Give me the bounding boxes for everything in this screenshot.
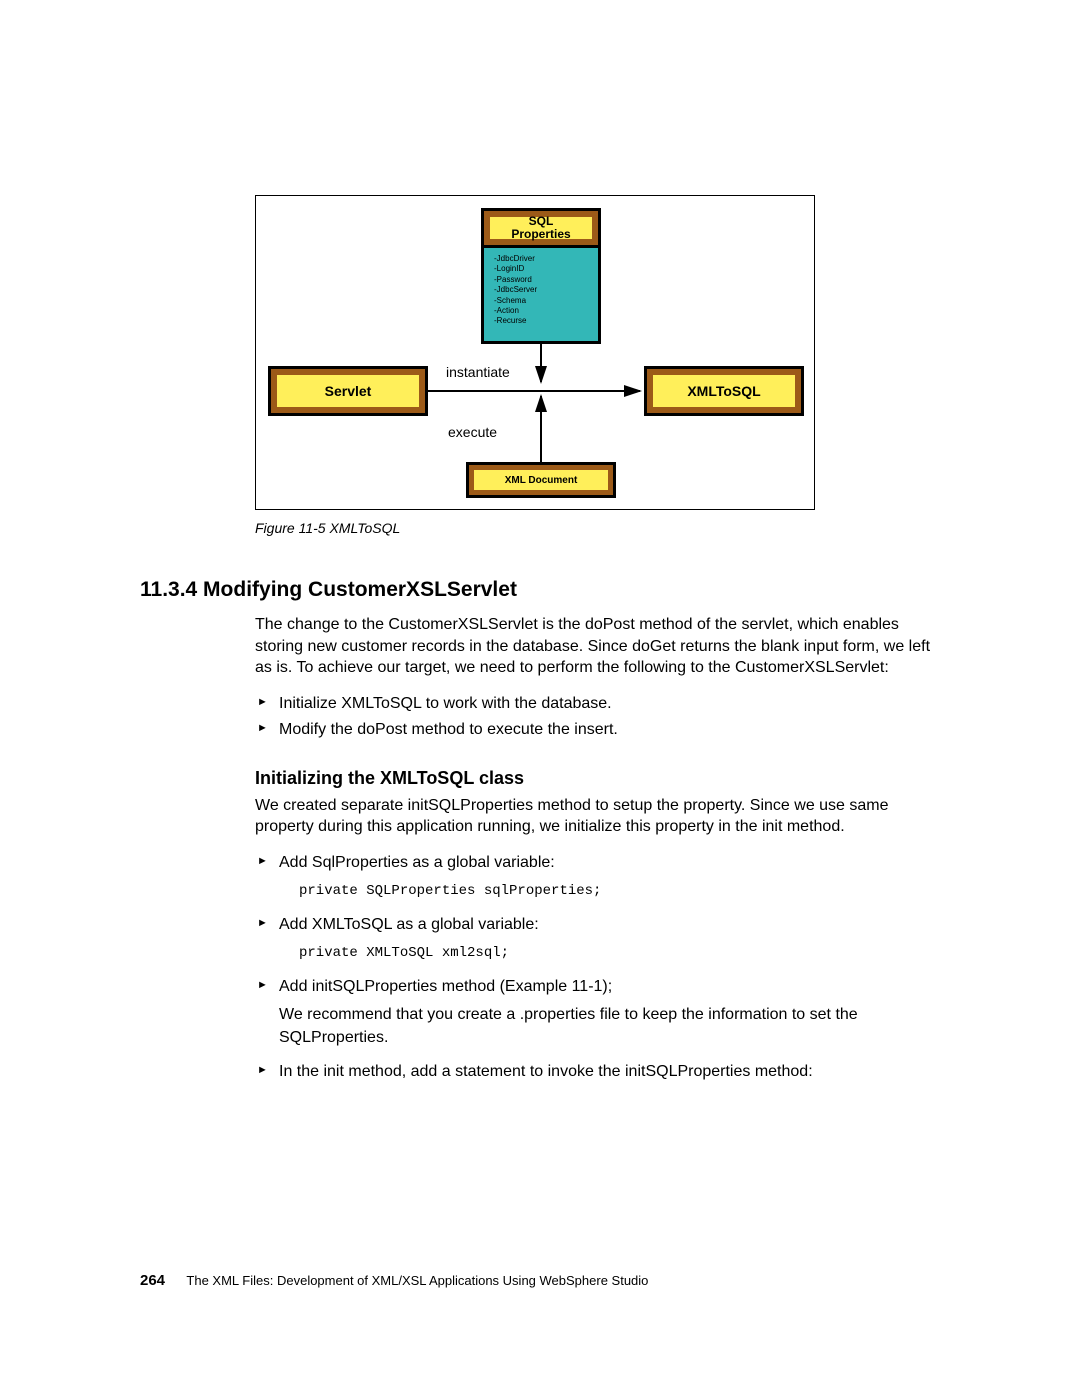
- content-area: SQL Properties -JdbcDriver -LoginID -Pas…: [140, 195, 940, 1097]
- list2-item-4: In the init method, add a statement to i…: [279, 1061, 940, 1083]
- xmltosql-box: XMLToSQL: [644, 366, 804, 416]
- list2-item-1-text: Add SqlProperties as a global variable:: [279, 854, 555, 871]
- section-heading: 11.3.4 Modifying CustomerXSLServlet: [140, 578, 940, 602]
- bullet-list-1: Initialize XMLToSQL to work with the dat…: [255, 693, 940, 742]
- sql-prop-6: -Recurse: [494, 316, 588, 326]
- list1-item-0: Initialize XMLToSQL to work with the dat…: [279, 693, 940, 715]
- bullet-list-2: Add SqlProperties as a global variable: …: [255, 852, 940, 1084]
- figure-caption: Figure 11-5 XMLToSQL: [255, 520, 940, 536]
- sql-line2: Properties: [511, 228, 570, 241]
- body-text: The change to the CustomerXSLServlet is …: [255, 614, 940, 742]
- servlet-box: Servlet: [268, 366, 428, 416]
- list2-item-4-text: In the init method, add a statement to i…: [279, 1063, 813, 1080]
- page-number: 264: [140, 1272, 165, 1289]
- servlet-label: Servlet: [277, 375, 419, 407]
- book-title: The XML Files: Development of XML/XSL Ap…: [186, 1273, 648, 1288]
- label-instantiate: instantiate: [446, 364, 510, 380]
- list2-item-2: Add XMLToSQL as a global variable: priva…: [279, 914, 940, 964]
- list2-item-3: Add initSQLProperties method (Example 11…: [279, 976, 940, 1049]
- list2-item-2-text: Add XMLToSQL as a global variable:: [279, 916, 539, 933]
- sql-prop-1: -LoginID: [494, 264, 588, 274]
- list2-item-3-note: We recommend that you create a .properti…: [279, 1004, 940, 1049]
- sql-prop-4: -Schema: [494, 296, 588, 306]
- sql-properties-box: SQL Properties: [481, 208, 601, 248]
- xml-document-label: XML Document: [474, 470, 608, 490]
- sql-properties-list: -JdbcDriver -LoginID -Password -JdbcServ…: [481, 248, 601, 344]
- sql-prop-5: -Action: [494, 306, 588, 316]
- body-text-2: We created separate initSQLProperties me…: [255, 795, 940, 1084]
- list1-item-1: Modify the doPost method to execute the …: [279, 719, 940, 741]
- sql-prop-3: -JdbcServer: [494, 285, 588, 295]
- code-1: private SQLProperties sqlProperties;: [299, 882, 940, 902]
- sql-prop-0: -JdbcDriver: [494, 254, 588, 264]
- sql-properties-label: SQL Properties: [490, 217, 592, 239]
- label-execute: execute: [448, 424, 497, 440]
- paragraph-1: The change to the CustomerXSLServlet is …: [255, 614, 940, 679]
- figure-diagram: SQL Properties -JdbcDriver -LoginID -Pas…: [255, 195, 815, 510]
- list2-item-3-text: Add initSQLProperties method (Example 11…: [279, 978, 612, 995]
- sql-prop-2: -Password: [494, 275, 588, 285]
- subheading: Initializing the XMLToSQL class: [255, 768, 940, 789]
- xml-document-box: XML Document: [466, 462, 616, 498]
- xmltosql-label: XMLToSQL: [653, 375, 795, 407]
- page-footer: 264 The XML Files: Development of XML/XS…: [140, 1272, 648, 1289]
- code-2: private XMLToSQL xml2sql;: [299, 944, 940, 964]
- page: SQL Properties -JdbcDriver -LoginID -Pas…: [0, 0, 1080, 1397]
- list2-item-1: Add SqlProperties as a global variable: …: [279, 852, 940, 902]
- paragraph-2: We created separate initSQLProperties me…: [255, 795, 940, 838]
